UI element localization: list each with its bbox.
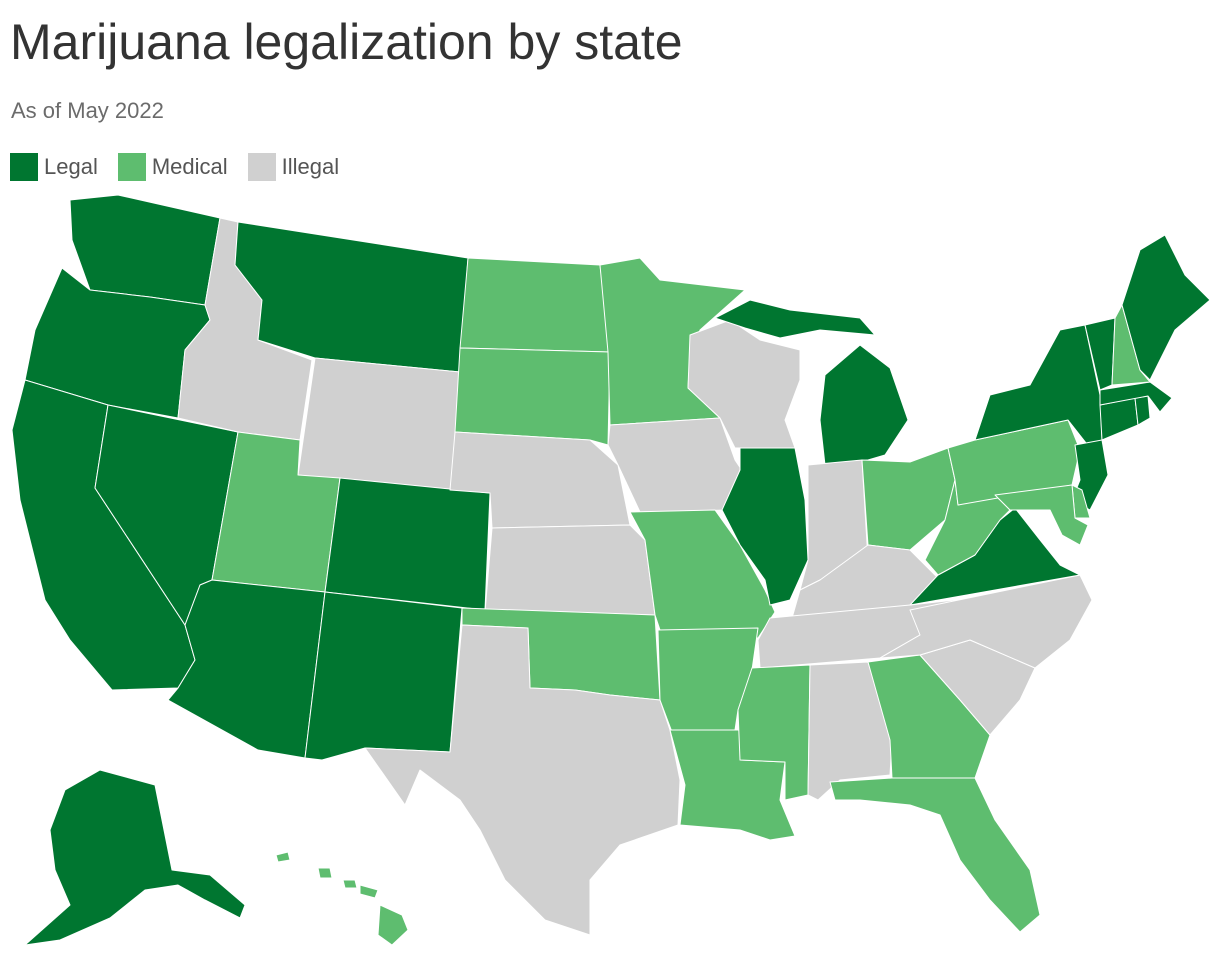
state-co[interactable]	[324, 477, 491, 611]
state-tx[interactable]	[364, 624, 681, 936]
state-ks[interactable]	[484, 524, 656, 616]
legend-swatch-medical	[117, 153, 146, 181]
state-fl[interactable]	[829, 777, 1041, 933]
state-ar[interactable]	[657, 627, 759, 733]
state-ak[interactable]	[24, 769, 246, 946]
state-nm[interactable]	[304, 591, 463, 761]
state-wa[interactable]	[69, 194, 221, 306]
legend-swatch-illegal	[247, 153, 276, 181]
state-nd[interactable]	[459, 257, 611, 353]
legend: Legal Medical Illegal	[10, 153, 359, 181]
legend-label-medical: Medical	[151, 154, 228, 179]
legend-item-illegal: Illegal	[247, 153, 340, 181]
legend-swatch-legal	[10, 153, 38, 181]
state-ny[interactable]	[974, 324, 1103, 449]
legend-item-legal: Legal	[10, 153, 98, 181]
state-me[interactable]	[1121, 234, 1211, 381]
state-ia[interactable]	[607, 417, 746, 513]
state-az[interactable]	[167, 579, 326, 759]
state-hi[interactable]	[275, 851, 409, 946]
state-wi[interactable]	[687, 319, 801, 449]
state-nh[interactable]	[1111, 304, 1151, 386]
chart-title: Marijuana legalization by state	[10, 14, 683, 70]
state-sd[interactable]	[454, 347, 611, 446]
state-il[interactable]	[721, 447, 809, 606]
state-nc[interactable]	[879, 574, 1093, 669]
legend-label-illegal: Illegal	[281, 154, 340, 179]
state-mi[interactable]	[714, 299, 909, 466]
state-wy[interactable]	[297, 357, 461, 493]
legend-label-legal: Legal	[44, 154, 98, 179]
state-md[interactable]	[994, 484, 1089, 546]
legend-item-medical: Medical	[117, 153, 228, 181]
state-ri[interactable]	[1134, 395, 1151, 426]
chart-subtitle: As of May 2022	[11, 98, 164, 123]
